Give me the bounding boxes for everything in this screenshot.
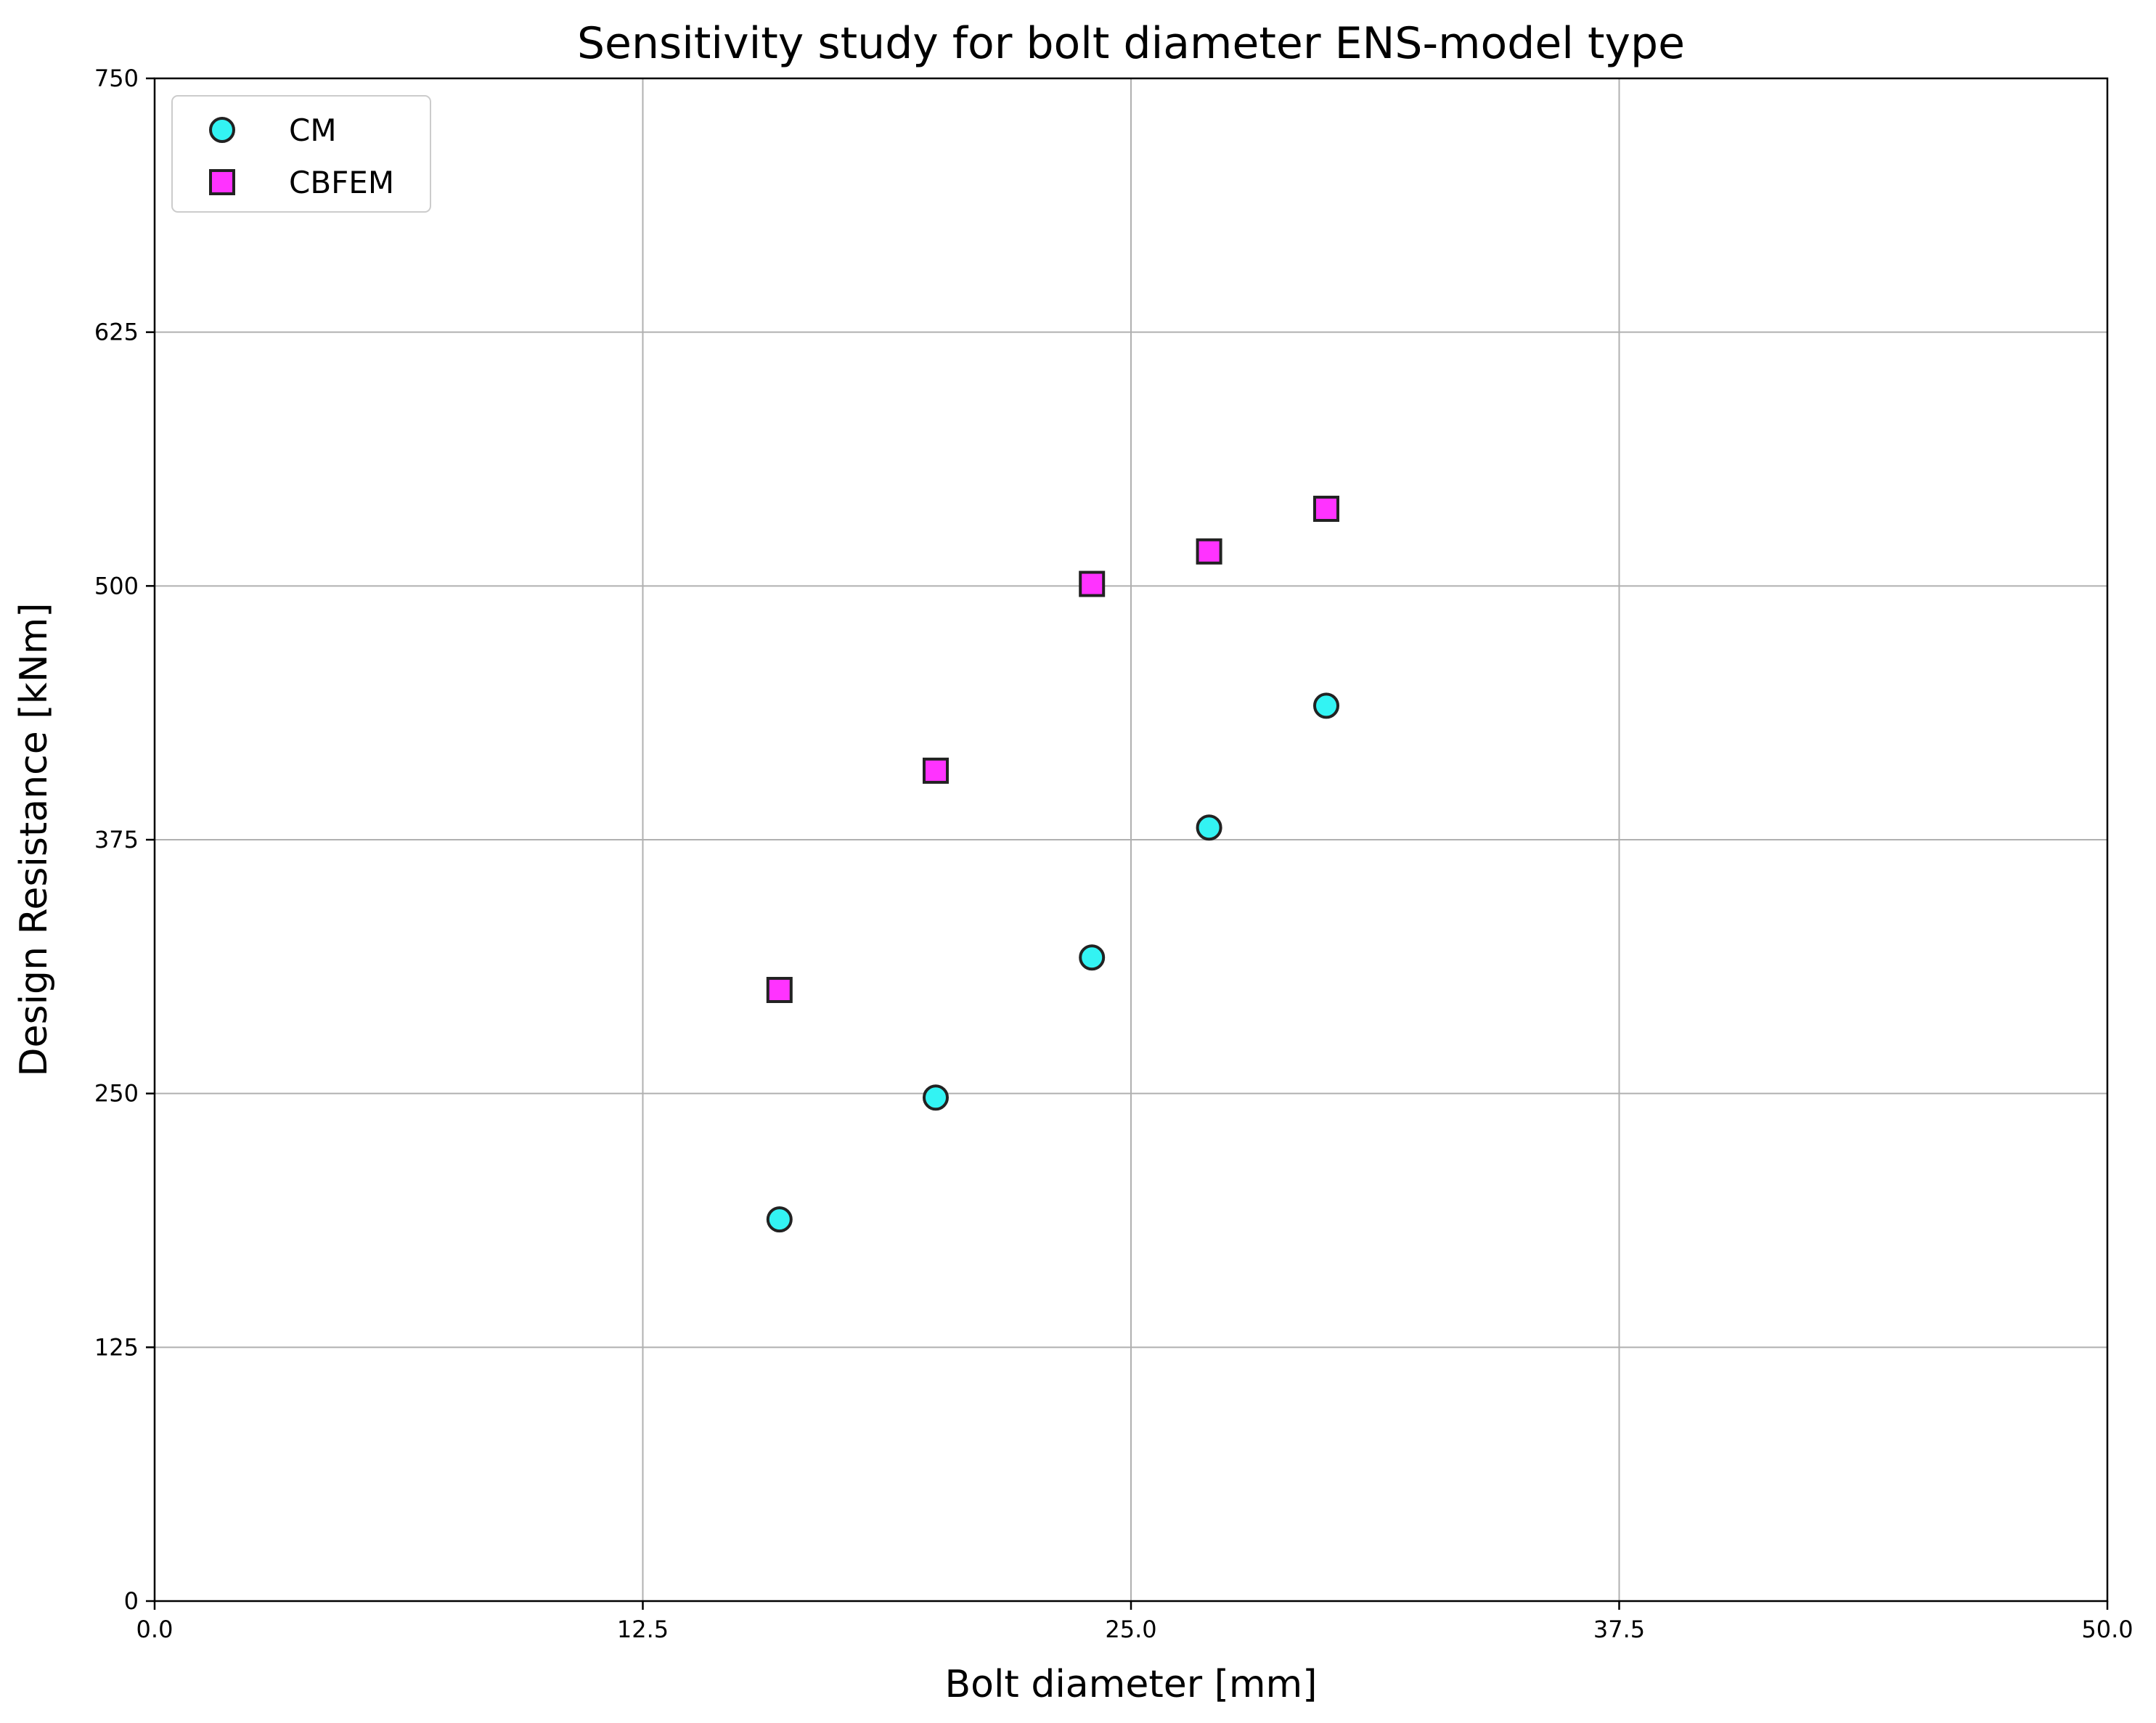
cm-legend-marker xyxy=(209,117,235,143)
cbfem-point xyxy=(923,757,949,784)
y-tick-label: 500 xyxy=(94,572,139,599)
cbfem-point xyxy=(766,977,793,1004)
x-tick-label: 25.0 xyxy=(1105,1616,1156,1643)
cm-point xyxy=(1196,814,1222,841)
cbfem-legend-label: CBFEM xyxy=(289,165,394,200)
y-tick-label: 750 xyxy=(94,65,139,92)
cbfem-point xyxy=(1196,538,1222,565)
chart-title: Sensitivity study for bolt diameter ENS-… xyxy=(577,18,1685,69)
cm-point xyxy=(923,1084,949,1111)
cm-point xyxy=(1079,944,1106,971)
axis-ticks: 0.0 12.5 25.0 37.5 50.0 0 125 250 375 500 625 750 xyxy=(94,65,2133,1643)
y-tick-label: 125 xyxy=(94,1333,139,1361)
cm-point xyxy=(1313,692,1339,719)
data-points xyxy=(766,496,1339,1233)
y-tick-label: 250 xyxy=(94,1080,139,1108)
x-tick-label: 37.5 xyxy=(1593,1616,1645,1643)
legend-entries: CM CBFEM xyxy=(209,112,394,200)
x-axis-title: Bolt diameter [mm] xyxy=(945,1663,1318,1706)
cm-point xyxy=(766,1206,793,1233)
y-tick-label: 0 xyxy=(124,1587,139,1615)
cbfem-point xyxy=(1079,570,1106,597)
y-axis-title: Design Resistance [kNm] xyxy=(12,602,56,1076)
cbfem-legend-marker xyxy=(209,169,235,195)
x-tick-label: 12.5 xyxy=(617,1616,669,1643)
cm-legend-label: CM xyxy=(289,112,337,148)
y-tick-label: 625 xyxy=(94,319,139,346)
cbfem-point xyxy=(1313,496,1339,523)
legend: CM CBFEM xyxy=(171,95,431,213)
y-tick-label: 375 xyxy=(94,826,139,854)
x-tick-label: 0.0 xyxy=(136,1616,173,1643)
legend-box xyxy=(171,95,431,213)
x-tick-label: 50.0 xyxy=(2081,1616,2133,1643)
